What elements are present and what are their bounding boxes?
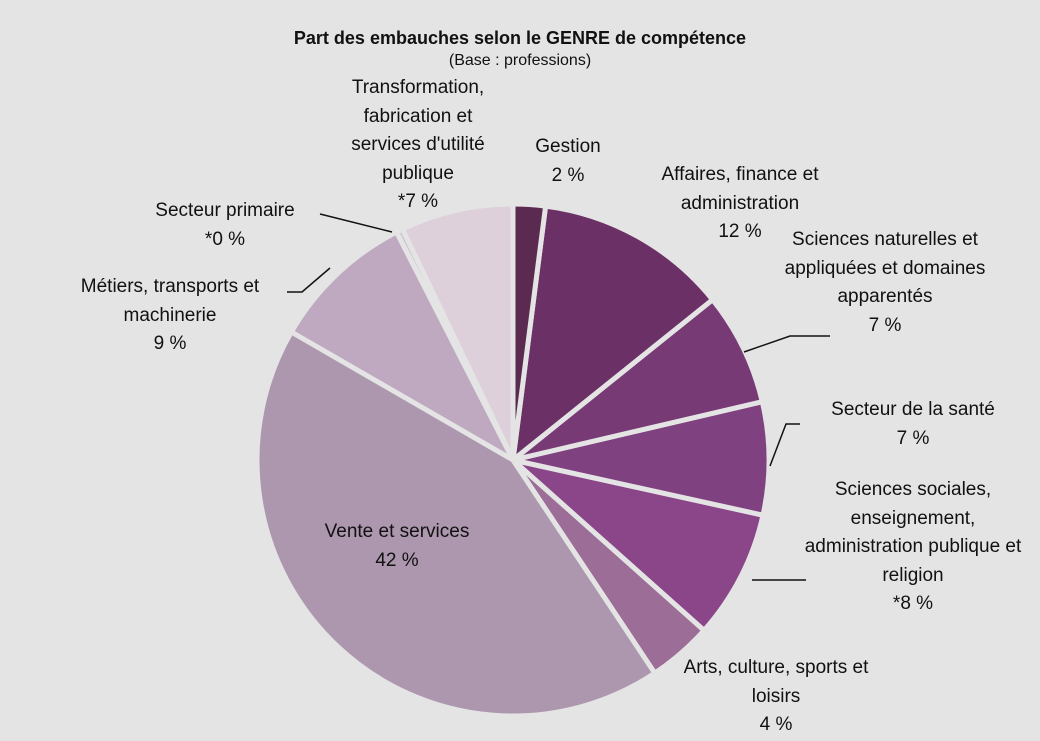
category-label: Secteur primaire xyxy=(155,200,295,221)
pie-slice xyxy=(288,229,516,463)
slice-label: Vente et services 42 % xyxy=(267,518,527,575)
slice-label: Sciences naturelles et appliquées et dom… xyxy=(775,226,995,340)
value-label: 12 % xyxy=(718,221,762,242)
leader-line xyxy=(769,423,800,467)
slice-label: Secteur primaire *0 % xyxy=(125,197,325,254)
chart-subtitle: (Base : professions) xyxy=(448,52,592,69)
value-label: 9 % xyxy=(153,333,187,354)
pie-slice xyxy=(510,203,716,463)
chart-title: Part des embauches selon le GENRE de com… xyxy=(293,28,747,48)
value-label: *8 % xyxy=(892,593,934,614)
slice-label: Gestion 2 % xyxy=(518,133,618,190)
slice-label: Métiers, transports et machinerie 9 % xyxy=(58,273,283,359)
pie-slice xyxy=(254,329,658,719)
category-label: Sciences sociales, enseignement, adminis… xyxy=(804,479,1022,586)
category-label: Vente et services xyxy=(324,521,470,542)
slice-label: Sciences sociales, enseignement, adminis… xyxy=(803,476,1023,619)
value-label: *0 % xyxy=(204,228,246,250)
category-label: Métiers, transports et machinerie xyxy=(80,276,260,326)
leader-lines xyxy=(287,213,830,581)
pie-slice xyxy=(510,201,549,463)
category-label: Sciences naturelles et appliquées et dom… xyxy=(784,229,986,307)
leader-line xyxy=(319,213,393,233)
slice-label: Affaires, finance et administration 12 % xyxy=(633,161,848,247)
leader-line xyxy=(287,267,331,293)
category-label: Affaires, finance et administration xyxy=(661,164,819,214)
slice-label: Secteur de la santé 7 % xyxy=(783,396,1040,453)
category-label: Arts, culture, sports et loisirs xyxy=(683,657,869,707)
value-label: 2 % xyxy=(551,164,585,186)
value-label: 7 % xyxy=(868,314,902,336)
value-label: 4 % xyxy=(759,714,793,735)
value-label: 7 % xyxy=(896,427,930,449)
value-label: 42 % xyxy=(375,549,419,571)
slice-label: Transformation, fabrication et services … xyxy=(328,74,508,217)
slice-label: Arts, culture, sports et loisirs 4 % xyxy=(669,654,884,740)
value-label: *7 % xyxy=(397,191,439,212)
category-label: Gestion xyxy=(535,136,601,157)
category-label: Transformation, fabrication et services … xyxy=(351,77,485,184)
leader-line xyxy=(743,335,830,353)
category-label: Secteur de la santé xyxy=(831,399,995,420)
